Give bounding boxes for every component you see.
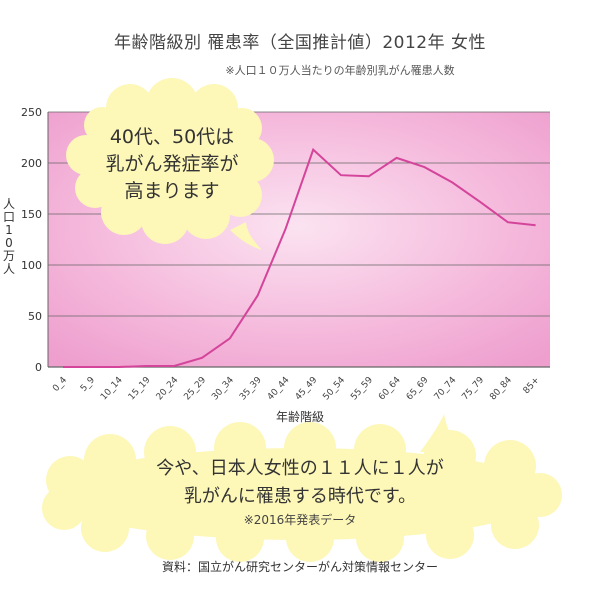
x-tick-label: 70_74 [433, 375, 459, 402]
x-tick-label: 15_19 [127, 375, 153, 402]
x-tick-label: 60_64 [377, 375, 403, 402]
x-axis-label: 年齢階級 [276, 409, 324, 424]
callout-bottom-note: ※2016年発表データ [243, 513, 357, 527]
source-credit: 資料：国立がん研究センターがん対策情報センター [161, 560, 438, 574]
x-tick-label: 20_24 [155, 375, 181, 402]
callout-bubble-top [66, 78, 274, 250]
chart-title: 年齢階級別 罹患率（全国推計値）2012年 女性 [113, 33, 487, 53]
callout-top-line-2: 乳がん発症率が [105, 153, 239, 175]
x-tick-label: 0_4 [51, 375, 69, 394]
callout-top-text: 40代、50代は 乳がん発症率が 高まります [92, 124, 252, 205]
x-tick-label: 10_14 [99, 375, 125, 402]
x-tick-label: 50_54 [321, 375, 347, 402]
x-tick-label: 45_49 [294, 375, 320, 402]
y-tick-label: 150 [21, 208, 42, 221]
x-tick-label: 5_9 [79, 375, 97, 394]
y-axis-label: 人口 1 0 万人 [3, 197, 15, 276]
y-tick-label: 200 [21, 157, 42, 170]
y-tick-label: 250 [21, 106, 42, 119]
y-tick-label: 100 [21, 259, 42, 272]
x-tick-label: 40_44 [266, 375, 292, 402]
x-tick-label: 35_39 [238, 375, 264, 402]
callout-bubble-bottom [42, 414, 562, 562]
x-tick-label: 75_79 [460, 375, 486, 402]
callout-bottom-line-2: 乳がんに罹患する時代です。 [183, 486, 417, 507]
callout-bottom-line-1: 今や、日本人女性の１１人に１人が [156, 458, 444, 479]
y-tick-labels: 0 50 100 150 200 250 [21, 106, 42, 374]
x-tick-label: 65_69 [405, 375, 431, 402]
x-tick-label: 30_34 [210, 375, 236, 402]
y-tick-label: 50 [28, 310, 42, 323]
series-line [63, 147, 536, 368]
callout-top-line-1: 40代、50代は [109, 126, 235, 148]
x-tick-label: 80_84 [488, 375, 514, 402]
y-tick-label: 0 [35, 361, 42, 374]
x-tick-label: 85+ [522, 375, 542, 396]
x-tick-label: 55_59 [349, 375, 375, 402]
x-tick-label: 25_29 [182, 375, 208, 402]
chart-subtitle: ※人口１０万人当たりの年齢別乳がん罹患人数 [225, 64, 455, 77]
callout-top-line-3: 高まります [124, 180, 220, 202]
x-tick-labels: 0_4 5_9 10_14 15_19 20_24 25_29 30_34 35_39 40_4… [51, 375, 542, 402]
callout-bottom-text: 今や、日本人女性の１１人に１人が 乳がんに罹患する時代です。 ※2016年発表デ… [50, 455, 550, 529]
